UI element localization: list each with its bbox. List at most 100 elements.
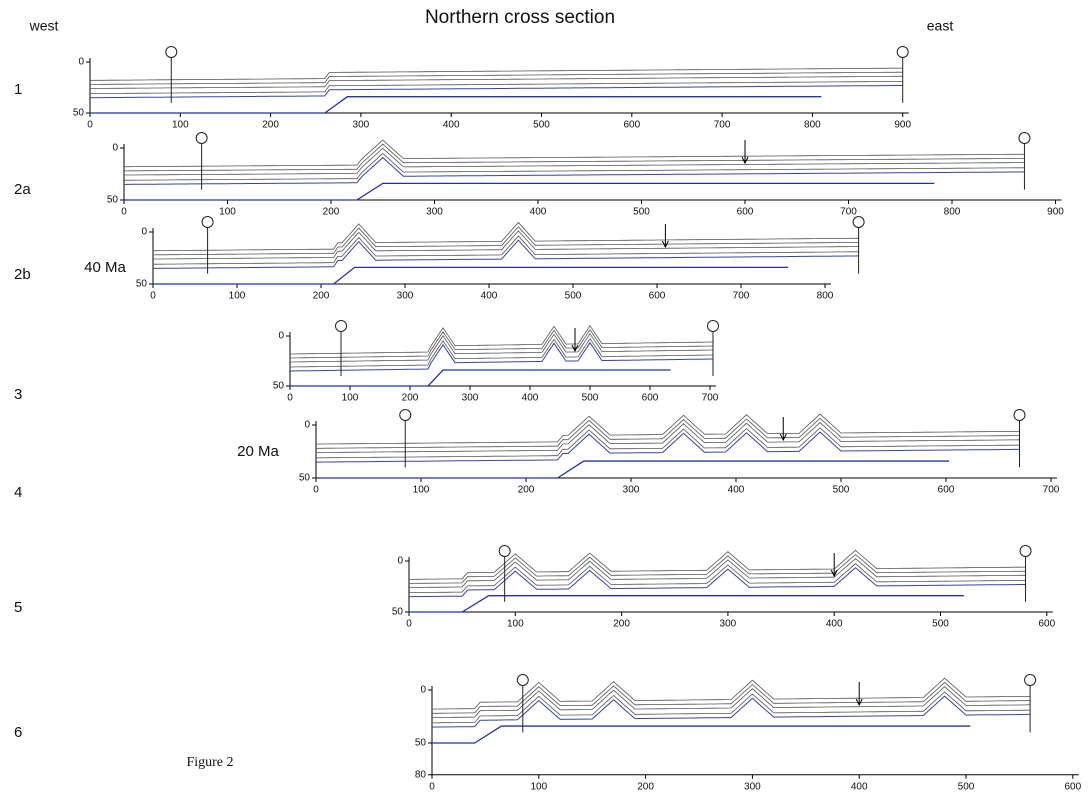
layer-line	[290, 341, 713, 372]
arrow-head	[571, 344, 579, 353]
basement-line	[432, 725, 971, 744]
layer-line	[432, 681, 1031, 714]
well-marker	[399, 409, 412, 421]
x-tick-label: 800	[944, 207, 961, 218]
x-tick-label: 700	[702, 393, 719, 404]
x-tick-label: 300	[462, 393, 479, 404]
y-tick-label: 50	[415, 738, 427, 749]
arrow-head	[779, 433, 787, 442]
y-tick-label: 0	[304, 420, 310, 431]
y-tick-label: 0	[141, 227, 147, 238]
x-tick-label: 100	[172, 120, 189, 131]
basement-line	[153, 266, 789, 285]
x-tick-label: 0	[313, 485, 319, 496]
layer-line	[408, 567, 1026, 598]
x-tick-label: 600	[623, 120, 640, 131]
age-label: 20 Ma	[237, 443, 279, 460]
x-tick-label: 0	[406, 619, 412, 630]
y-tick-label: 0	[78, 57, 84, 68]
x-tick-label: 0	[121, 207, 127, 218]
x-tick-label: 700	[733, 291, 750, 302]
x-tick-label: 500	[565, 291, 582, 302]
basement-line	[316, 460, 950, 479]
x-tick-label: 600	[649, 291, 666, 302]
x-tick-label: 800	[817, 291, 834, 302]
x-tick-label: 100	[342, 393, 359, 404]
y-tick-label: 0	[397, 556, 403, 567]
layer-line	[124, 156, 1025, 185]
layer-line	[124, 147, 1025, 176]
layer-line	[123, 143, 1025, 172]
x-tick-label: 200	[518, 485, 535, 496]
x-tick-label: 600	[1038, 619, 1055, 630]
basement-line	[290, 369, 671, 387]
layer-line	[409, 553, 1026, 584]
panel-label: 1	[14, 81, 22, 98]
x-tick-label: 100	[413, 485, 430, 496]
arrow-head	[661, 240, 669, 249]
x-tick-label: 400	[851, 781, 868, 792]
x-tick-label: 600	[737, 207, 754, 218]
x-tick-label: 100	[219, 207, 236, 218]
well-marker	[852, 216, 865, 228]
y-tick-label: 50	[107, 195, 119, 206]
layer-line	[431, 695, 1031, 728]
y-tick-label: 0	[420, 685, 426, 696]
x-tick-label: 300	[426, 207, 443, 218]
layer-line	[315, 427, 1020, 459]
well-marker	[195, 132, 208, 144]
arrow-head	[855, 698, 863, 707]
layer-line	[152, 226, 859, 256]
x-tick-label: 700	[840, 207, 857, 218]
layer-line	[90, 81, 903, 94]
x-tick-label: 100	[507, 619, 524, 630]
layer-line	[290, 337, 713, 368]
well-marker	[498, 545, 511, 557]
well-marker	[335, 320, 347, 332]
well-marker	[1013, 409, 1026, 421]
x-tick-label: 200	[613, 619, 630, 630]
panel-label: 5	[14, 599, 22, 616]
x-tick-label: 300	[397, 291, 414, 302]
layer-line	[124, 152, 1025, 181]
x-tick-label: 700	[1043, 485, 1060, 496]
x-tick-label: 900	[894, 120, 911, 131]
well-marker	[516, 674, 529, 686]
y-tick-label: 80	[415, 769, 427, 780]
layer-line	[431, 677, 1031, 710]
x-tick-label: 300	[623, 485, 640, 496]
x-tick-label: 400	[826, 619, 843, 630]
x-tick-label: 400	[481, 291, 498, 302]
x-tick-label: 800	[804, 120, 821, 131]
layer-line	[290, 324, 713, 355]
layer-line	[290, 328, 713, 359]
basement-line	[124, 182, 935, 201]
layer-line	[153, 239, 859, 269]
layer-line	[315, 422, 1020, 453]
layer-line	[315, 413, 1020, 445]
well-marker	[201, 216, 214, 228]
arrow-head	[830, 569, 838, 578]
x-tick-label: 300	[353, 120, 370, 131]
x-tick-label: 600	[642, 393, 659, 404]
layer-line	[89, 67, 903, 81]
x-tick-label: 900	[1047, 207, 1064, 218]
well-marker	[707, 320, 719, 332]
x-tick-label: 500	[958, 781, 975, 792]
x-tick-label: 300	[744, 781, 761, 792]
layer-line	[153, 230, 859, 260]
panel-label: 3	[14, 386, 22, 403]
well-marker	[1024, 674, 1037, 686]
x-tick-label: 300	[720, 619, 737, 630]
panel-label: 4	[14, 484, 22, 501]
x-tick-label: 400	[530, 207, 547, 218]
layer-line	[408, 549, 1026, 580]
x-tick-label: 400	[522, 393, 539, 404]
layer-line	[153, 235, 859, 265]
age-label: 40 Ma	[84, 259, 126, 276]
y-tick-label: 50	[299, 473, 311, 484]
x-tick-label: 0	[87, 120, 93, 131]
x-tick-label: 600	[1064, 781, 1081, 792]
layer-line	[409, 563, 1026, 593]
y-tick-label: 0	[112, 143, 118, 154]
